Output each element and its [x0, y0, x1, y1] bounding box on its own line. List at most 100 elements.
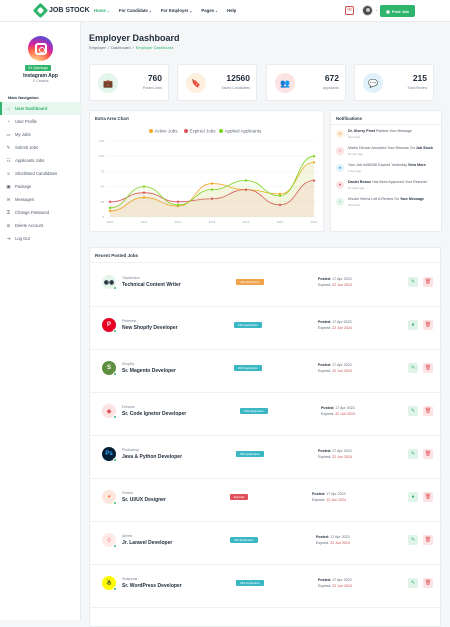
notification-item[interactable]: ✓ Khushi Verma Left A Review On Your Mess…	[336, 197, 440, 208]
job-title[interactable]: Sr. Magento Developer	[122, 368, 176, 374]
company-logo-dreams: ◆	[102, 404, 116, 418]
delete-button[interactable]: 🗑	[423, 449, 433, 459]
notification-item[interactable]: ✉ Dr. Sherry Pinet Replied Your Message Ju…	[336, 129, 440, 140]
data-point	[108, 200, 112, 203]
view-button[interactable]: ●	[408, 320, 418, 330]
sidebar-item-log-out[interactable]: ⇥ Log Out	[0, 232, 81, 245]
company-logo-shopify: S	[102, 361, 116, 375]
notification-item[interactable]: ★ Your Job #456256 Expired Yesterday View…	[336, 163, 440, 174]
sidebar-item-user-dashboard[interactable]: ⌂ User Dashboard	[0, 102, 81, 115]
job-title[interactable]: Sr. UI/UX Designer	[122, 497, 166, 503]
company-name: Tripadvisor	[122, 276, 140, 280]
posted-date: Posted: 17 Apr 2023	[318, 362, 352, 368]
stat-card: 💬 215 Total Review	[354, 64, 434, 101]
sidebar: 04 Openings Instagram App ⚲ Canada Main …	[0, 22, 81, 620]
nav-item-for-candidate[interactable]: For Candidate⌄	[119, 8, 152, 13]
job-title[interactable]: Technical Content Writer	[122, 282, 181, 288]
posted-value: 17 Apr 2023	[332, 449, 352, 453]
company-name: Firefox	[122, 491, 133, 495]
applicants-badge[interactable]: 250 Applicants	[236, 451, 264, 457]
delete-button[interactable]: 🗑	[423, 535, 433, 545]
y-tick-label: 50	[101, 185, 105, 189]
delete-button[interactable]: 🗑	[423, 578, 433, 588]
job-title[interactable]: Java & Python Developer	[122, 454, 183, 460]
nav-item-pages[interactable]: Pages⌄	[201, 8, 218, 13]
nav-item-for-employer[interactable]: For Employer⌄	[161, 8, 193, 13]
chevron-down-icon[interactable]: ⌄	[375, 8, 378, 12]
sidebar-item-change-password[interactable]: ⚿ Change Password	[0, 206, 81, 219]
chevron-down-icon: ⌄	[189, 9, 193, 13]
data-point	[210, 188, 214, 191]
job-title[interactable]: New Shopify Developer	[122, 325, 178, 331]
nav-item-home[interactable]: Home⌄	[94, 8, 110, 13]
job-dates: Posted: 17 Apr 2023 Expired: 22 Jun 2024	[318, 319, 352, 331]
notification-text: Your Job #456256 Expired Yesterday View …	[348, 163, 426, 167]
job-title[interactable]: Sr. WordPress Developer	[122, 583, 182, 589]
brand-logo[interactable]: JOB STOCK	[32, 2, 90, 19]
applicants-badge[interactable]: Expired	[230, 494, 249, 500]
delete-button[interactable]: 🗑	[423, 492, 433, 502]
edit-button[interactable]: ✎	[408, 449, 418, 459]
notification-item[interactable]: ♥ Daniel Rezwe Has Been Approved Your Res…	[336, 180, 440, 191]
breadcrumb-item[interactable]: Employer	[89, 45, 106, 50]
sidebar-item-applicants-jobs[interactable]: ☷ Applicants Jobs	[0, 154, 81, 167]
sidebar-item-messages[interactable]: ✉ Messages	[0, 193, 81, 206]
sidebar-item-package[interactable]: ▣ Package	[0, 180, 81, 193]
applicants-badge[interactable]: 150 Applicants	[236, 580, 264, 586]
legend-label: Active Jobs	[155, 129, 179, 134]
status-dot	[113, 415, 117, 419]
job-title[interactable]: Jr. Laravel Developer	[122, 540, 173, 546]
edit-button[interactable]: ✎	[408, 535, 418, 545]
applicants-badge[interactable]: 100 Applicants	[240, 408, 268, 414]
applicants-badge[interactable]: 200 Applicants	[234, 365, 262, 371]
nav-item-help[interactable]: Help	[227, 8, 236, 13]
stat-label: Posted Jobs	[142, 86, 162, 90]
change-password-icon: ⚿	[6, 210, 11, 215]
delete-button[interactable]: 🗑	[423, 320, 433, 330]
submit-jobs-icon: ✎	[6, 145, 11, 150]
expired-value: 22 Jun 2024	[332, 584, 352, 588]
edit-button[interactable]: ✎	[408, 578, 418, 588]
expired-value: 22 Jun 2024	[332, 283, 352, 287]
job-title[interactable]: Sr. Code Ignetor Developer	[122, 411, 187, 417]
delete-button[interactable]: 🗑	[423, 363, 433, 373]
status-dot	[113, 286, 117, 290]
applicants-badge[interactable]: 130 Applicants	[234, 322, 262, 328]
applicants-badge[interactable]: 230 Applicants	[236, 279, 264, 285]
y-tick-label: 75	[101, 169, 105, 173]
notification-link[interactable]: Job Stock	[415, 146, 433, 150]
sidebar-item-submit-jobs[interactable]: ✎ Submit Jobs	[0, 141, 81, 154]
y-tick-label: 25	[101, 200, 105, 204]
applicants-badge[interactable]: 200 Applicants	[230, 537, 258, 543]
sidebar-menu: ⌂ User Dashboard ◔ User Profile ▭ My Jobs ✎ Sub…	[0, 102, 81, 245]
sidebar-item-shortlisted-candidates[interactable]: ☺ Shortlisted Candidates	[0, 167, 81, 180]
notification-link[interactable]: View More	[408, 163, 426, 167]
notification-time: 10 days ago	[348, 186, 365, 190]
notification-bell-icon[interactable]: ✉	[345, 6, 354, 15]
sidebar-item-user-profile[interactable]: ◔ User Profile	[0, 115, 81, 128]
edit-button[interactable]: ✎	[408, 277, 418, 287]
notification-item[interactable]: ✓ Martin Denver Accepted Your Resume On J…	[336, 146, 440, 157]
edit-button[interactable]: ✎	[408, 363, 418, 373]
expired-label: Expired:	[318, 369, 333, 373]
notification-time: 30 min ago	[348, 152, 363, 156]
view-button[interactable]: ●	[408, 492, 418, 502]
notification-icon: ✓	[336, 147, 344, 155]
posted-value: 17 Apr 2023	[326, 492, 346, 496]
table-row: Ps Photoshop Java & Python Developer 250 Ap…	[90, 436, 442, 479]
sidebar-item-label: Submit Jobs	[15, 145, 39, 150]
user-avatar[interactable]	[362, 5, 373, 16]
notification-text: Dr. Sherry Pinet Replied Your Message	[348, 129, 412, 133]
delete-button[interactable]: 🗑	[423, 277, 433, 287]
y-tick-label: 100	[99, 154, 104, 158]
post-job-button[interactable]: ▣ Post Job	[380, 5, 415, 17]
table-row: ◆ Dreams Sr. Code Ignetor Developer 100 App…	[90, 393, 442, 436]
delete-button[interactable]: 🗑	[423, 406, 433, 416]
edit-button[interactable]: ✎	[408, 406, 418, 416]
stat-card: 🔖 12560 Saved Candidates	[177, 64, 257, 101]
data-point	[312, 161, 316, 164]
sidebar-item-my-jobs[interactable]: ▭ My Jobs	[0, 128, 81, 141]
notification-link[interactable]: Your Message	[399, 197, 425, 201]
breadcrumb-item[interactable]: Dashboard	[111, 45, 131, 50]
sidebar-item-delete-account[interactable]: ⊘ Delete Account	[0, 219, 81, 232]
